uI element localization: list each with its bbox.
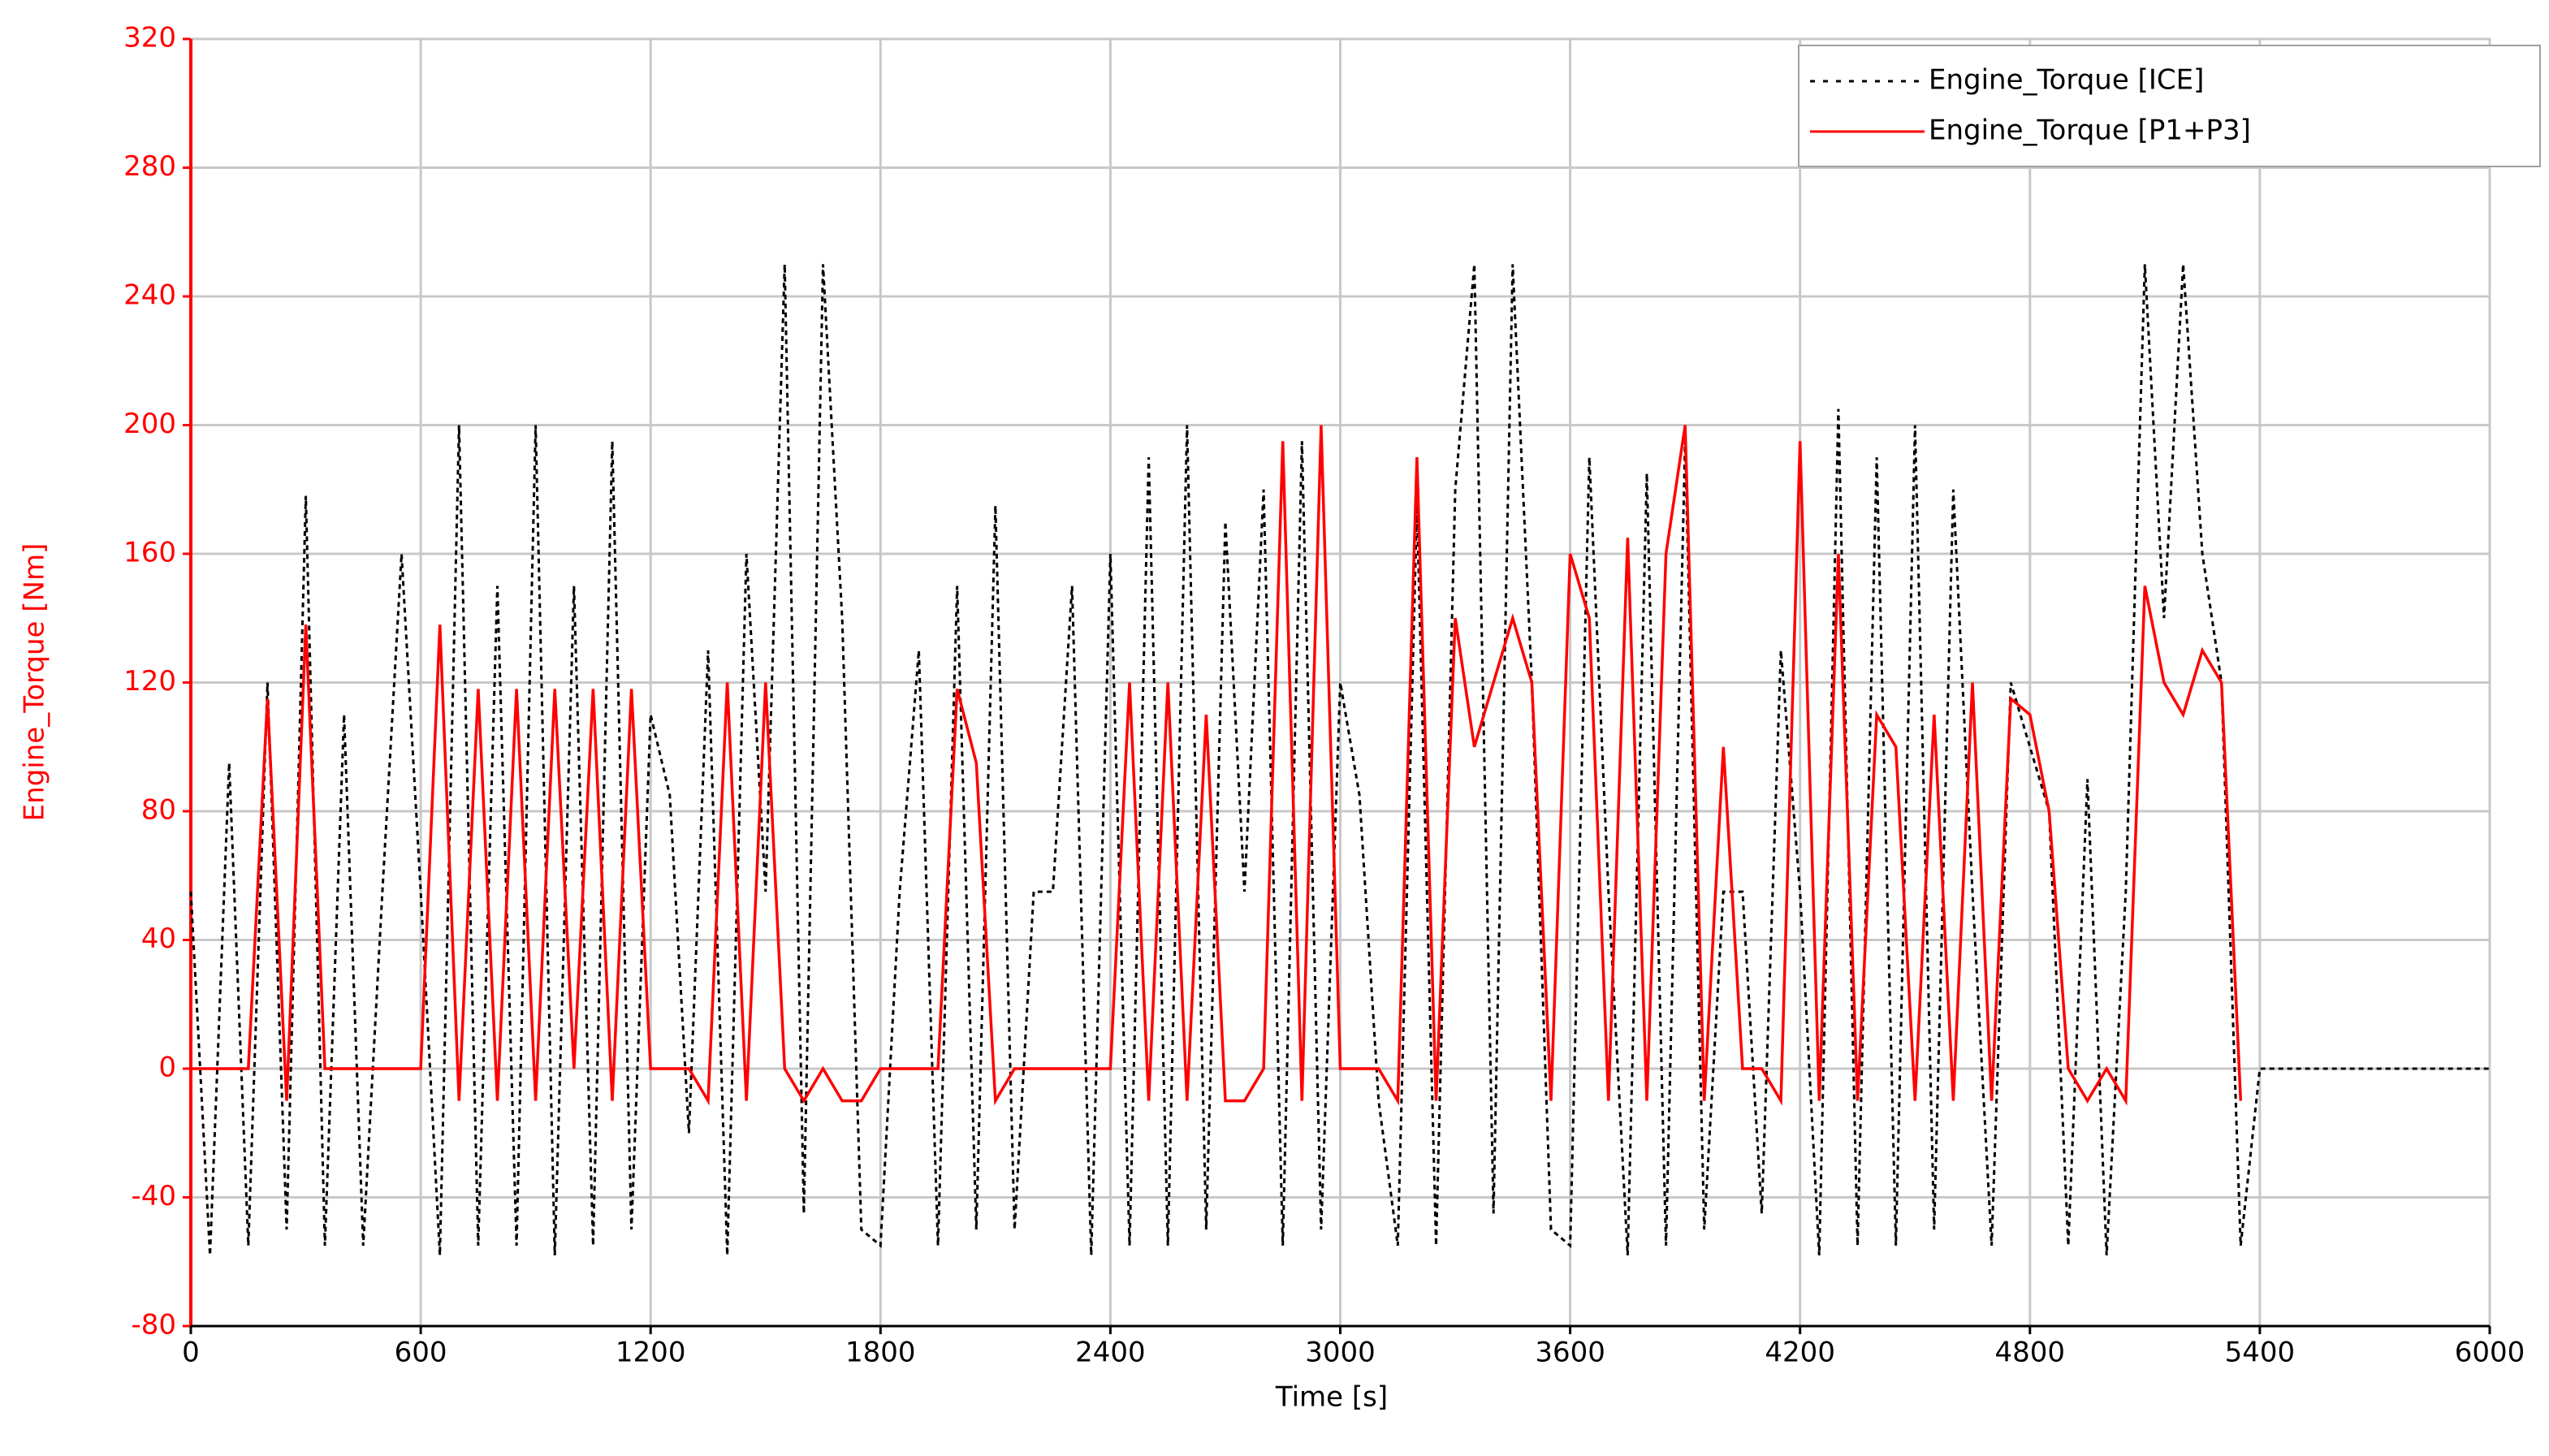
y-tick-label: 280: [123, 150, 176, 183]
x-axis-title: Time [s]: [1275, 1381, 1388, 1414]
x-tick-label: 3600: [1535, 1337, 1605, 1369]
y-tick-label: 160: [123, 537, 176, 569]
series-line: [191, 425, 2243, 1106]
x-tick-label: 2400: [1075, 1337, 1146, 1369]
x-tick-label: 1800: [845, 1337, 916, 1369]
series-line: [189, 264, 2490, 1255]
x-tick-label: 5400: [2225, 1337, 2296, 1369]
x-tick-label: 0: [182, 1337, 200, 1369]
y-tick-label: 200: [123, 408, 176, 440]
x-tick-label: 3000: [1305, 1337, 1376, 1369]
legend-label: Engine_Torque [ICE]: [1929, 64, 2204, 97]
x-tick-label: 6000: [2455, 1337, 2525, 1369]
x-tick-label: 4200: [1765, 1337, 1835, 1369]
y-tick-label: 120: [123, 665, 176, 698]
x-tick-label: 600: [395, 1337, 447, 1369]
legend-box: [1798, 45, 2541, 167]
y-tick-label: 40: [141, 922, 176, 955]
y-axis-title: Engine_Torque [Nm]: [19, 543, 51, 822]
x-tick-label: 1200: [616, 1337, 686, 1369]
y-tick-label: -40: [131, 1180, 176, 1212]
y-tick-label: 0: [158, 1052, 176, 1084]
y-tick-label: 80: [141, 794, 176, 827]
x-tick-label: 4800: [1995, 1337, 2066, 1369]
y-tick-label: 320: [123, 22, 176, 54]
y-tick-label: 240: [123, 279, 176, 312]
legend-label: Engine_Torque [P1+P3]: [1929, 114, 2251, 147]
y-tick-label: -80: [131, 1309, 176, 1342]
